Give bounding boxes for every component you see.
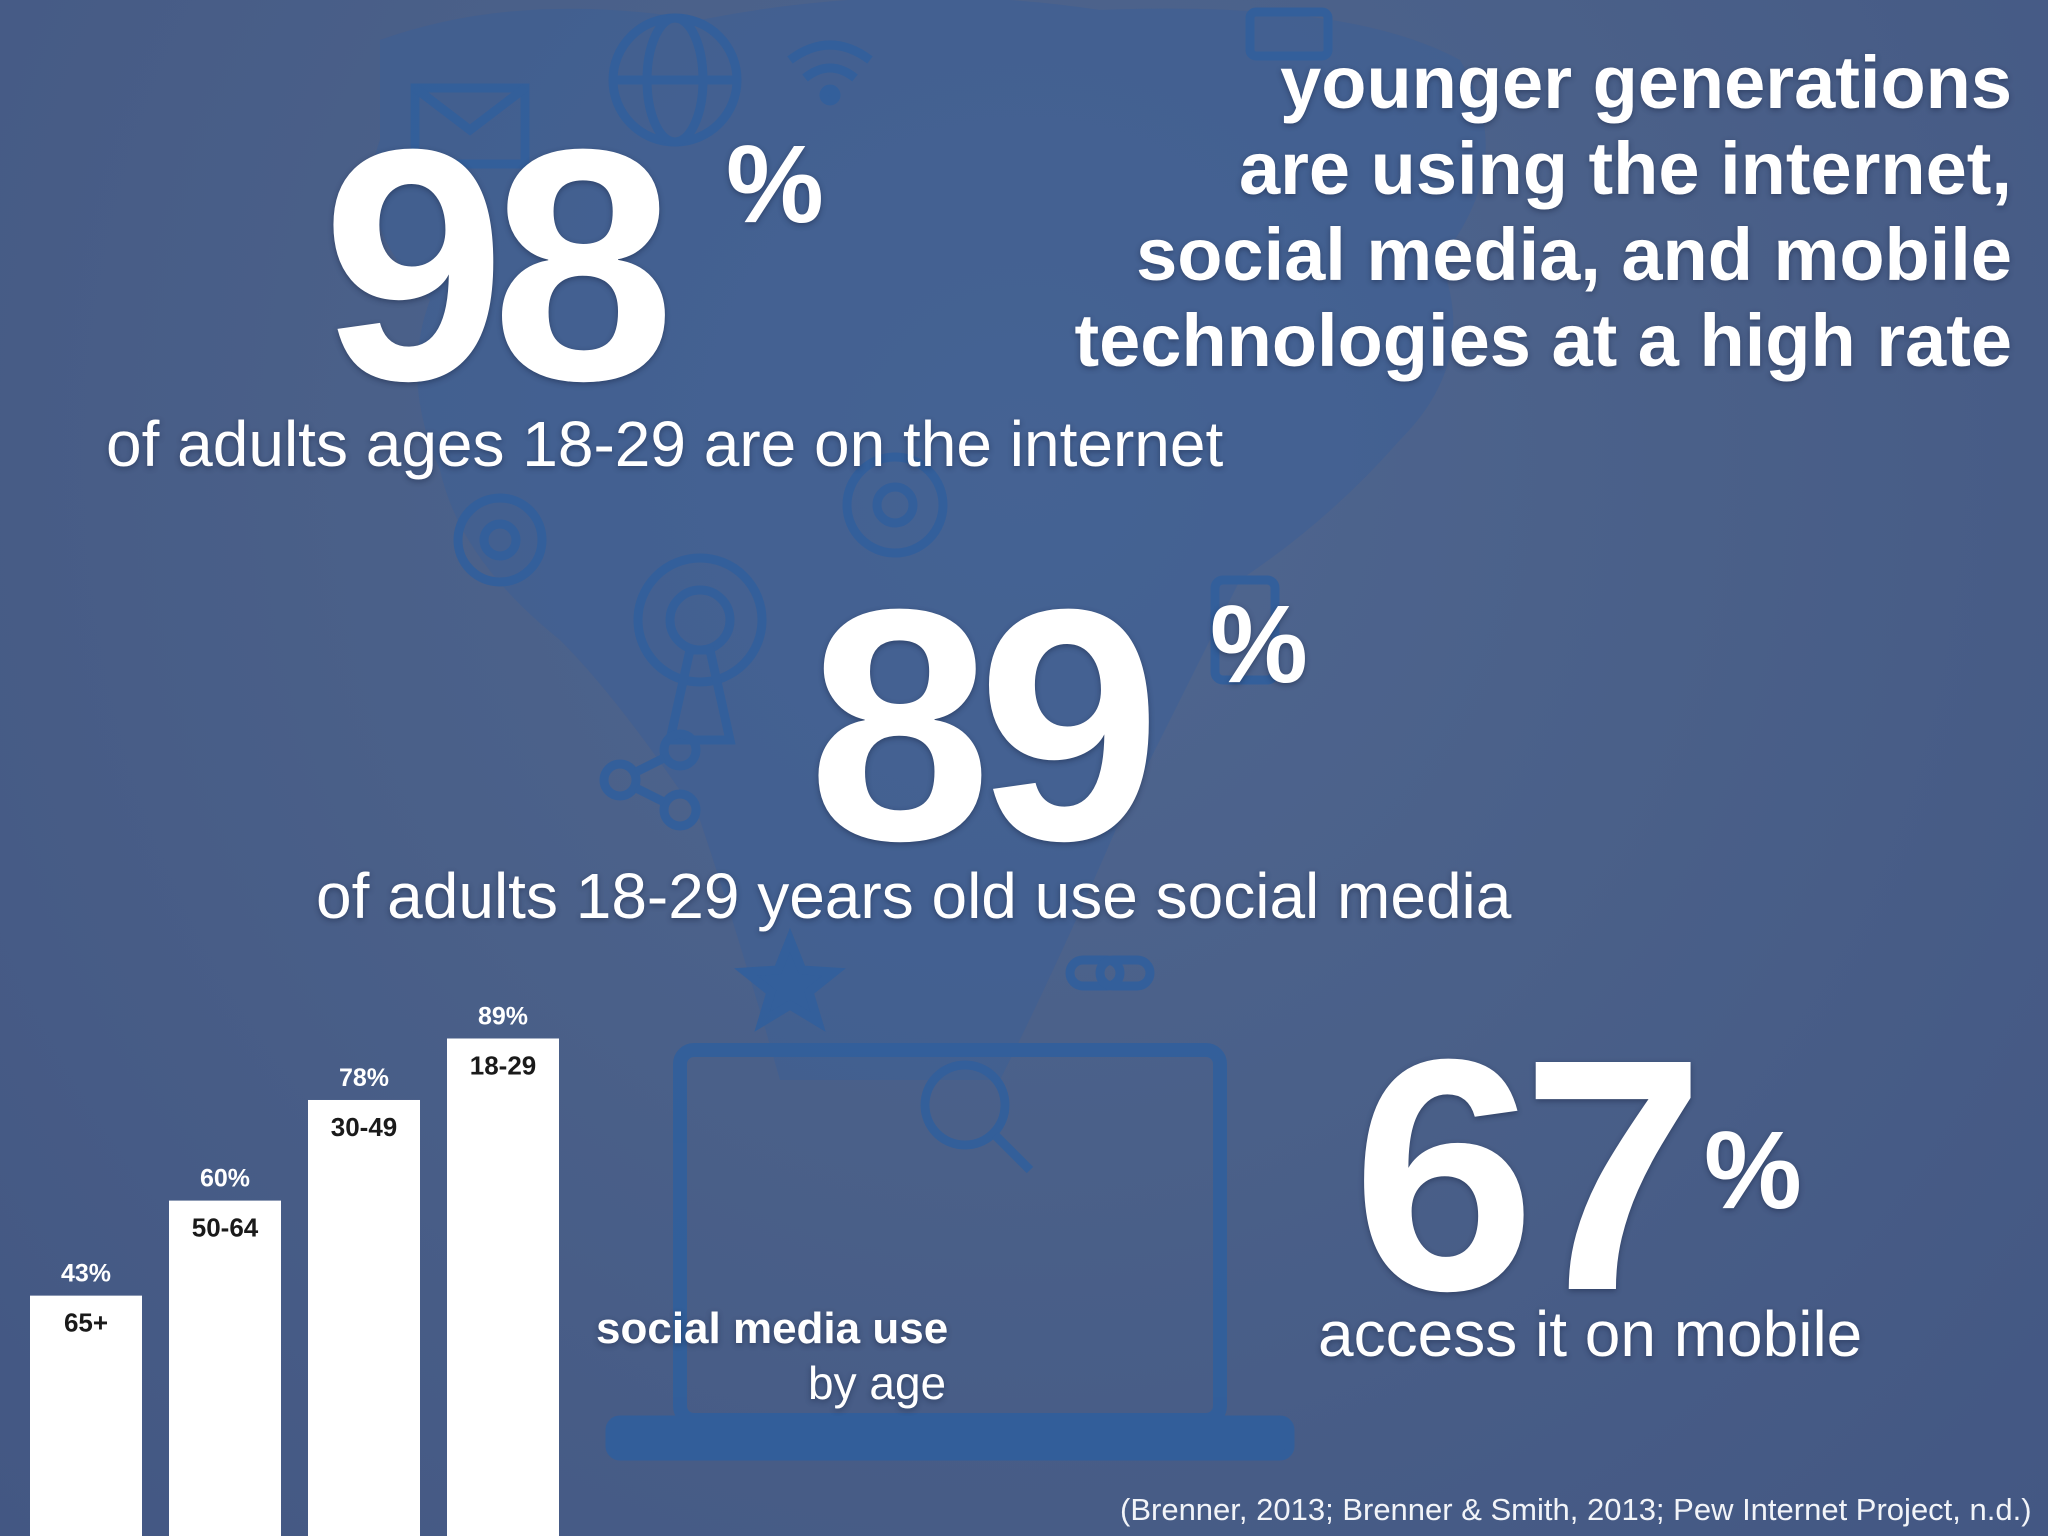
bar-18-29 [447,1038,559,1536]
headline-line-4: technologies at a high rate [1074,299,2012,382]
phone-icon [1210,575,1280,685]
bar-30-49 [308,1099,420,1536]
citation: (Brenner, 2013; Brenner & Smith, 2013; P… [1120,1492,2032,1527]
headline-line-1: younger generations [1280,41,2012,124]
stat-mobile-number: 67 [1352,990,1705,1359]
bar-category-label: 65+ [64,1308,108,1338]
bar-value-label: 89% [478,1002,528,1030]
sms-icon [1245,7,1333,61]
chart-title: social media use [596,1304,949,1353]
laptop-icon [605,1043,1295,1461]
stat-social-number: 89 [808,540,1161,909]
bar-65+ [30,1295,142,1536]
bar-value-label: 60% [200,1165,250,1193]
headline-line-3: social media, and mobile [1136,213,2012,296]
bar-category-label: 18-29 [470,1050,537,1080]
bar-value-label: 78% [339,1064,389,1092]
headline-line-2: are using the internet, [1238,127,2012,210]
stat-social-caption: of adults 18-29 years old use social med… [316,860,1512,932]
wifi-icon [787,40,873,106]
gear-icon [453,493,547,587]
bar-value-label: 43% [61,1260,111,1288]
stat-internet-number: 98 [322,80,675,449]
stat-mobile-caption: access it on mobile [1318,1298,1863,1370]
bar-category-label: 30-49 [331,1112,398,1142]
chart-subtitle: by age [808,1357,947,1409]
bar-50-64 [169,1200,281,1536]
globe-icon [608,13,742,147]
headline: younger generations are using the intern… [1012,40,2012,384]
star-icon [734,927,846,1032]
broadcast-tower-icon [633,553,767,745]
envelope-icon [410,83,530,169]
stat-social-percent-sign: % [1210,583,1308,706]
stat-internet-percent-sign: % [726,123,824,246]
chain-link-icon [1065,955,1155,991]
at-sign-icon [842,452,948,558]
bar-category-label: 50-64 [192,1213,259,1243]
stat-mobile-percent-sign: % [1704,1109,1802,1232]
share-icon [599,729,701,831]
magnifier-icon [920,1060,1034,1174]
stat-internet-caption: of adults ages 18-29 are on the internet [106,408,1224,480]
